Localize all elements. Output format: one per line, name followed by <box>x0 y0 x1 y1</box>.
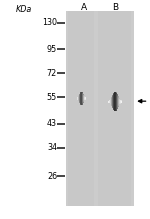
Text: 34: 34 <box>47 143 57 152</box>
Text: 55: 55 <box>47 93 57 102</box>
Text: 72: 72 <box>47 69 57 78</box>
Text: KDa: KDa <box>16 5 32 14</box>
Text: 43: 43 <box>47 119 57 128</box>
Bar <box>98 11 131 206</box>
Bar <box>68 11 94 206</box>
Text: 26: 26 <box>47 172 57 181</box>
Text: B: B <box>112 3 118 12</box>
Text: 130: 130 <box>42 18 57 28</box>
Text: A: A <box>81 3 87 12</box>
Bar <box>66 11 134 206</box>
Text: 95: 95 <box>47 45 57 54</box>
